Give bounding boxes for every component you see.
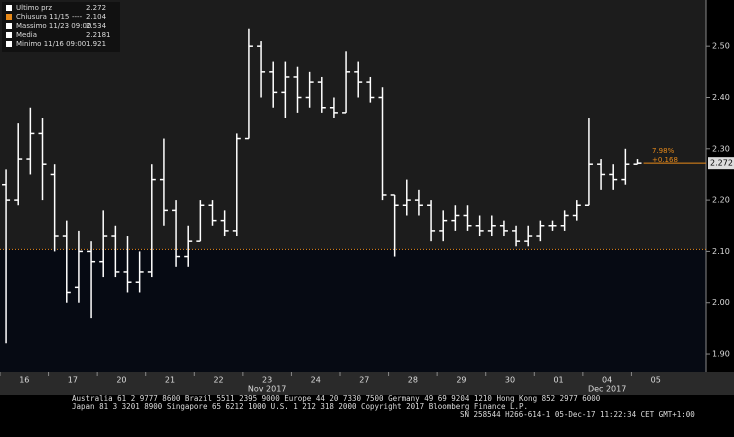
footer-line: Japan 81 3 3201 8900 Singapore 65 6212 1…	[72, 402, 528, 411]
x-tick-label: 21	[165, 376, 175, 385]
y-tick-label: 2.30	[712, 144, 730, 153]
last-price-label: 2.272	[710, 159, 733, 168]
legend-name: Massimo 11/23 09:00	[16, 22, 91, 30]
y-tick-label: 2.00	[712, 298, 730, 307]
legend-value: 2.2181	[86, 31, 111, 39]
legend-name: Chiusura 11/15	[16, 13, 69, 21]
x-tick-label: 17	[68, 376, 78, 385]
plot-area-below-close	[0, 249, 706, 372]
x-tick-label: 24	[311, 376, 321, 385]
month-label: Nov 2017	[248, 385, 287, 394]
x-tick-label: 04	[602, 376, 612, 385]
legend-swatch	[6, 5, 12, 11]
x-tick-label: 16	[19, 376, 29, 385]
last-price-tag	[708, 157, 734, 170]
month-label: Dec 2017	[588, 385, 626, 394]
legend-value: 1.921	[86, 40, 106, 48]
legend-swatch	[6, 14, 12, 20]
legend-box	[2, 2, 120, 52]
annotation: +0.168	[652, 156, 678, 164]
x-axis-band	[0, 372, 734, 395]
x-tick-label: 29	[456, 376, 466, 385]
annotation: 7.98%	[652, 147, 675, 155]
x-tick-label: 22	[213, 376, 223, 385]
legend-value: 2.272	[86, 4, 106, 12]
y-tick-label: 2.20	[712, 196, 730, 205]
x-tick-label: 20	[116, 376, 126, 385]
x-tick-label: 23	[262, 376, 272, 385]
footer-line: SN 258544 H266-614-1 05-Dec-17 11:22:34 …	[460, 410, 695, 419]
y-tick-label: 2.40	[712, 93, 730, 102]
legend-value: 2.534	[86, 22, 107, 30]
x-tick-label: 05	[651, 376, 661, 385]
x-tick-label: 30	[505, 376, 515, 385]
legend-swatch	[6, 32, 12, 38]
y-tick-label: 2.50	[712, 42, 730, 51]
x-tick-label: 28	[408, 376, 418, 385]
legend-dash: ----	[72, 13, 83, 21]
legend-name: Minimo 11/16 09:00	[16, 40, 86, 48]
legend-swatch	[6, 23, 12, 29]
footer-line: Australia 61 2 9777 8600 Brazil 5511 239…	[72, 394, 601, 403]
legend-value: 2.104	[86, 13, 107, 21]
legend-name: Ultimo prz	[16, 4, 52, 12]
x-tick-label: 01	[553, 376, 563, 385]
y-tick-label: 2.10	[712, 247, 730, 256]
legend-name: Media	[16, 31, 37, 39]
x-tick-label: 27	[359, 376, 369, 385]
legend-swatch	[6, 41, 12, 47]
y-tick-label: 1.90	[712, 350, 730, 359]
